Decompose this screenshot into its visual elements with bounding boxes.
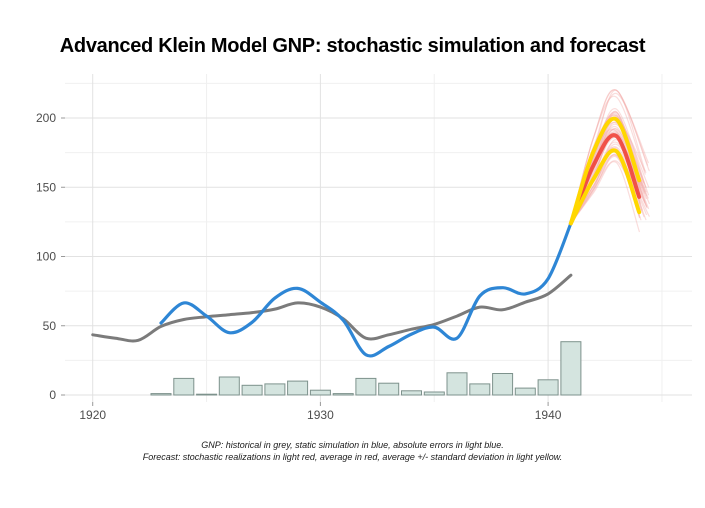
- error-bar-1923: [150, 393, 172, 396]
- x-tick-label-1930: 1930: [307, 408, 334, 422]
- caption-line-1: GNP: historical in grey, static simulati…: [201, 440, 504, 450]
- chart-caption: GNP: historical in grey, static simulati…: [0, 440, 705, 463]
- error-bar-1940: [537, 379, 559, 396]
- error-bar-1938: [492, 373, 514, 396]
- y-tick-label-150: 150: [36, 180, 56, 194]
- caption-line-2: Forecast: stochastic realizations in lig…: [142, 451, 563, 462]
- y-tick-label-100: 100: [36, 250, 56, 264]
- error-bar-1924: [173, 377, 195, 396]
- forecast-upper-band-line: [568, 116, 642, 226]
- error-bar-1935: [423, 391, 445, 396]
- error-bar-1934: [401, 390, 422, 396]
- x-tick-label-1920: 1920: [79, 408, 106, 422]
- error-bar-1941: [560, 341, 582, 396]
- error-bar-1930: [309, 389, 331, 396]
- error-bar-1926: [218, 376, 240, 396]
- chart-title: Advanced Klein Model GNP: stochastic sim…: [59, 35, 646, 57]
- y-tick-label-50: 50: [43, 319, 57, 333]
- error-bar-1937: [469, 383, 491, 396]
- error-bar-1931: [332, 393, 354, 396]
- forecast-realization: [570, 161, 640, 233]
- x-tick-label-1940: 1940: [535, 408, 562, 422]
- forecast-lower-band-line: [568, 148, 642, 226]
- error-bar-1932: [355, 377, 377, 396]
- error-bar-1927: [241, 384, 263, 396]
- error-bar-1936: [446, 372, 468, 396]
- y-tick-label-200: 200: [36, 111, 56, 125]
- y-tick-label-0: 0: [49, 388, 56, 402]
- simulation-line: [159, 221, 573, 358]
- error-bar-1925: [196, 393, 218, 396]
- error-bar-1929: [287, 380, 309, 396]
- error-bar-1928: [264, 383, 286, 396]
- error-bar-1939: [514, 387, 536, 396]
- error-bar-1933: [378, 382, 400, 396]
